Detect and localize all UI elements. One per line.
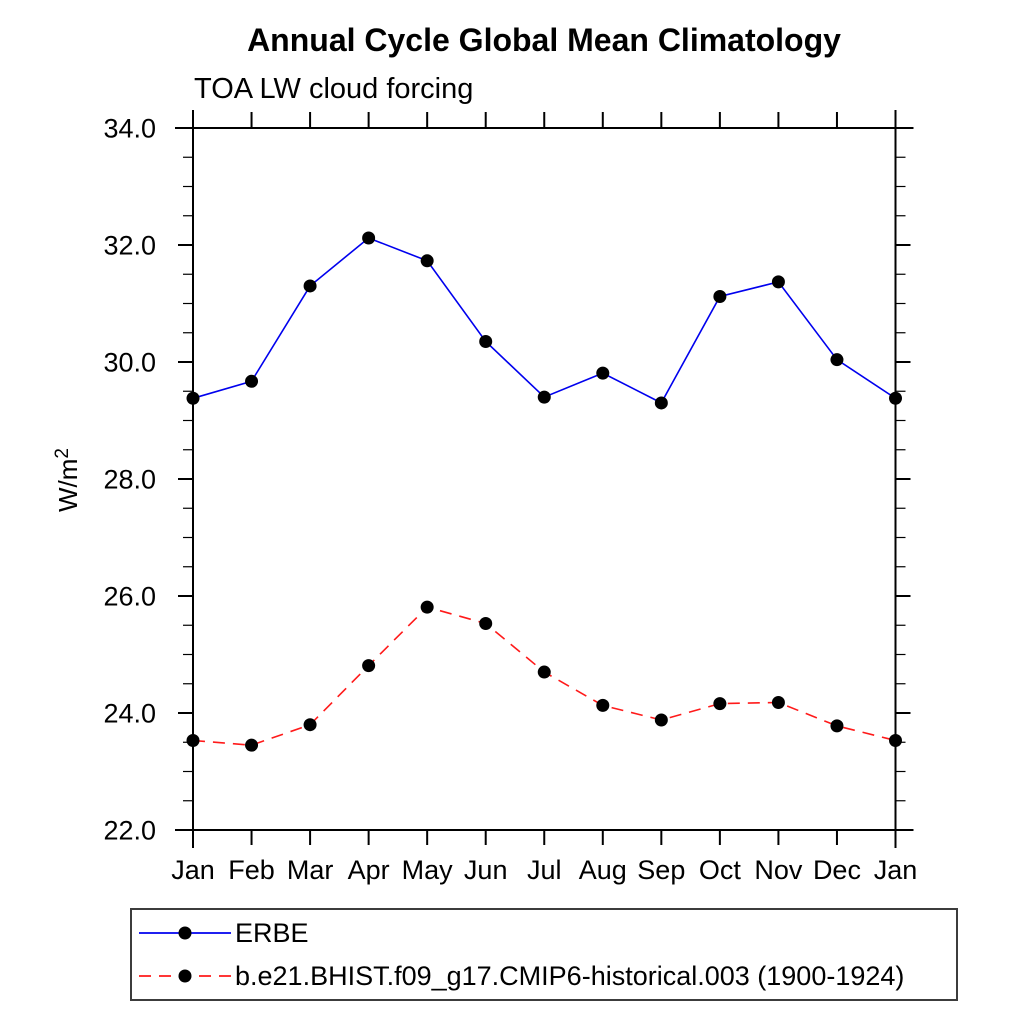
cmip6-historical-line-sample bbox=[139, 969, 231, 983]
x-tick-label: Apr bbox=[348, 855, 390, 885]
cmip6-historical-series bbox=[186, 600, 902, 752]
y-tick-label: 26.0 bbox=[103, 581, 156, 611]
y-tick-label: 28.0 bbox=[103, 464, 156, 494]
y-tick-labels: 22.0 24.0 26.0 28.0 30.0 32.0 34.0 bbox=[103, 113, 156, 845]
x-tick-label: Nov bbox=[754, 855, 803, 885]
x-tick-labels: Jan Feb Mar Apr May Jun Jul Aug Sep Oct Nov Dec Jan bbox=[171, 855, 917, 885]
y-axis-title: W/m2 bbox=[52, 448, 83, 512]
x-tick-label: Jan bbox=[874, 855, 918, 885]
erbe-markers bbox=[186, 231, 902, 410]
y-tick-label: 32.0 bbox=[103, 230, 156, 260]
cmip6-historical-markers bbox=[186, 600, 902, 752]
erbe-line-sample bbox=[139, 926, 231, 940]
y-tick-label: 22.0 bbox=[103, 815, 156, 845]
chart-subtitle: TOA LW cloud forcing bbox=[194, 73, 474, 105]
x-axis-ticks bbox=[192, 112, 897, 845]
x-tick-label: Mar bbox=[287, 855, 334, 885]
x-tick-label: Jan bbox=[171, 855, 215, 885]
x-tick-label: Feb bbox=[228, 855, 275, 885]
axes-frame bbox=[175, 110, 914, 848]
x-tick-label: Aug bbox=[579, 855, 627, 885]
legend-box: ERBE b.e21.BHIST.f09_g17.CMIP6-historica… bbox=[130, 908, 958, 1001]
legend-item-erbe: ERBE bbox=[135, 913, 956, 953]
x-tick-label: Jun bbox=[464, 855, 508, 885]
legend-item-cmip6-historical: b.e21.BHIST.f09_g17.CMIP6-historical.003… bbox=[135, 956, 956, 996]
legend-label-cmip6-historical: b.e21.BHIST.f09_g17.CMIP6-historical.003… bbox=[235, 960, 905, 991]
chart-title: Annual Cycle Global Mean Climatology bbox=[247, 22, 841, 58]
x-tick-label: Dec bbox=[813, 855, 861, 885]
x-tick-label: Sep bbox=[637, 855, 685, 885]
erbe-series bbox=[186, 231, 902, 410]
erbe-line bbox=[192, 237, 896, 404]
x-tick-label: Jul bbox=[527, 855, 562, 885]
legend-label-erbe: ERBE bbox=[235, 917, 309, 948]
y-axis-ticks bbox=[178, 127, 911, 831]
x-tick-label: May bbox=[402, 855, 454, 885]
y-tick-label: 34.0 bbox=[103, 113, 156, 143]
y-tick-label: 24.0 bbox=[103, 698, 156, 728]
y-tick-label: 30.0 bbox=[103, 347, 156, 377]
x-tick-label: Oct bbox=[699, 855, 742, 885]
